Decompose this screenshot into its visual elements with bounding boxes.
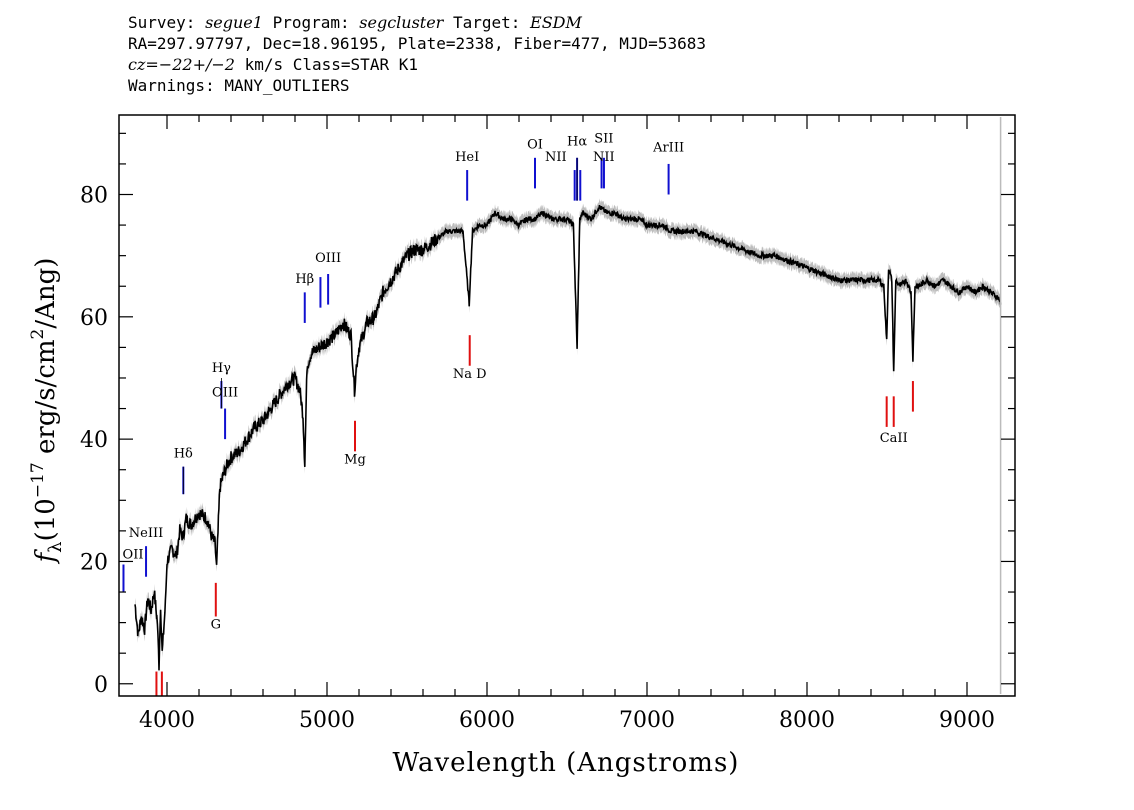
x-tick-label: 9000 xyxy=(939,708,995,733)
spectral-line-label: CaII xyxy=(880,431,908,446)
y-tick-label: 0 xyxy=(94,673,108,698)
spectral-line-label: NII xyxy=(593,150,615,165)
spectral-line-label: OIII xyxy=(212,385,238,400)
header-line-redshift: cz=−22+/−2 km/s Class=STAR K1 xyxy=(128,54,706,75)
error-band xyxy=(135,198,1001,677)
header-line-survey: Survey: segue1 Program: segcluster Targe… xyxy=(128,12,706,33)
spectrum-series xyxy=(134,117,1002,694)
spectral-line-label: Hγ xyxy=(212,361,231,376)
axis-tick-labels: 4000 5000 6000 7000 8000 9000 0 20 40 60 80 xyxy=(80,184,995,733)
spectral-line-label: Mg xyxy=(344,453,366,468)
spectral-line-label: ArIII xyxy=(652,141,684,156)
target-label: Target: xyxy=(443,13,531,32)
program-value: segcluster xyxy=(359,13,444,32)
y-tick-label: 40 xyxy=(80,428,108,453)
class-value: km/s Class=STAR K1 xyxy=(234,55,418,74)
x-tick-label: 4000 xyxy=(139,708,195,733)
spectral-line-label: G xyxy=(211,618,221,633)
spectral-line-label: Hβ xyxy=(295,272,314,287)
axis-ticks xyxy=(119,115,1015,696)
spectral-line-label: NII xyxy=(545,150,567,165)
spectral-line-label: SII xyxy=(594,132,613,147)
x-axis-label: Wavelength (Angstroms) xyxy=(393,748,740,778)
x-tick-label: 6000 xyxy=(459,708,515,733)
y-tick-label: 60 xyxy=(80,306,108,331)
x-tick-label: 7000 xyxy=(619,708,675,733)
header-line-warnings: Warnings: MANY_OUTLIERS xyxy=(128,76,350,95)
spectral-line-label: OI xyxy=(527,138,543,153)
y-tick-label: 20 xyxy=(80,550,108,575)
spectral-line-label: Hα xyxy=(567,135,587,150)
survey-label: Survey: xyxy=(128,13,206,32)
x-tick-label: 5000 xyxy=(299,708,355,733)
survey-value: segue1 xyxy=(205,13,263,32)
spectral-line-label: OIII xyxy=(315,251,341,266)
program-label: Program: xyxy=(262,13,360,32)
spectrum-header: Survey: segue1 Program: segcluster Targe… xyxy=(128,12,706,96)
spectral-line-label: HeI xyxy=(455,150,479,165)
redshift-value: cz=−22+/−2 xyxy=(128,55,235,74)
y-axis-label: fλ(10−17 erg/s/cm2/Ang) xyxy=(28,258,66,565)
target-value: ESDM xyxy=(530,13,582,32)
x-tick-label: 8000 xyxy=(779,708,835,733)
y-tick-label: 80 xyxy=(80,184,108,209)
spectral-line-label: NeIII xyxy=(129,526,163,541)
spectral-line-label: Hδ xyxy=(174,446,193,461)
header-line-coords: RA=297.97797, Dec=18.96195, Plate=2338, … xyxy=(128,34,706,53)
flux-line xyxy=(134,204,1002,671)
spectral-line-markers xyxy=(122,157,914,696)
spectral-line-label: OII xyxy=(123,547,144,562)
spectral-line-label: Na D xyxy=(453,367,487,382)
plot-frame xyxy=(118,114,1016,697)
